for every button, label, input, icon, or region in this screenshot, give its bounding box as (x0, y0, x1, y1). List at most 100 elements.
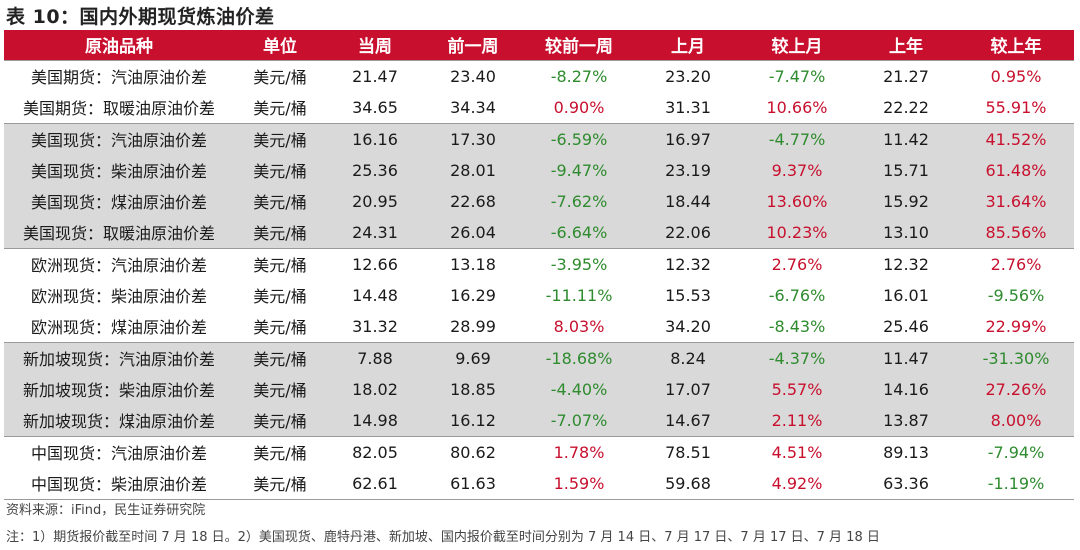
cell-chg-week: -3.95% (522, 247, 636, 280)
table-row: 新加坡现货：汽油原油价差 美元/桶 7.88 9.69 -18.68% 8.24 -4.37… (4, 341, 1074, 374)
cell-last-month: 8.24 (636, 341, 740, 374)
cell-last-month: 31.31 (665, 97, 711, 117)
cell-name: 新加坡现货：柴油原油价差 (4, 373, 234, 405)
cell-prev-week: 17.30 (424, 122, 522, 155)
table-row: 中国现货：柴油原油价差 美元/桶 62.61 61.63 1.59% 59.68 4.92%… (4, 467, 1074, 500)
table-row: 美国期货：汽油原油价差 美元/桶 21.47 23.40 -8.27% 23.20 -7.4… (4, 59, 1074, 92)
table-row: 美国现货：汽油原油价差 美元/桶 16.16 17.30 -6.59% 16.97 -4.7… (4, 122, 1074, 155)
cell-last-year: 12.32 (854, 247, 958, 280)
cell-prev-week: 13.18 (424, 247, 522, 280)
note-text: 注：1）期货报价截至时间 7 月 18 日。2）美国现货、鹿特丹港、新加坡、国内… (6, 530, 880, 545)
cell-last-month: 15.53 (665, 285, 711, 305)
cell-cur: 31.32 (352, 316, 398, 336)
col-header: 较上月 (771, 37, 823, 58)
cell-prev-week: 34.34 (450, 97, 496, 117)
source-text: 资料来源：iFind，民生证券研究院 (6, 503, 206, 518)
cell-cur: 14.98 (326, 404, 424, 436)
cell-unit: 美元/桶 (234, 404, 326, 436)
cell-unit: 美元/桶 (234, 59, 326, 92)
cell-last-month: 17.07 (636, 373, 740, 405)
cell-chg-year: -31.30% (958, 341, 1074, 374)
cell-chg-year: 0.95% (958, 59, 1074, 92)
cell-chg-month: 9.37% (740, 154, 854, 186)
cell-unit: 美元/桶 (234, 247, 326, 280)
cell-last-month: 34.20 (665, 316, 711, 336)
cell-chg-year: 31.64% (958, 185, 1074, 217)
cell-chg-year: -1.19% (958, 467, 1074, 500)
cell-chg-year: 55.91% (985, 97, 1047, 117)
table-row: 美国现货：取暖油原油价差 美元/桶 24.31 26.04 -6.64% 22.06 10.… (4, 216, 1074, 248)
cell-cur: 25.36 (326, 154, 424, 186)
cell-prev-week: 28.01 (424, 154, 522, 186)
cell-prev-week: 16.12 (424, 404, 522, 436)
header-row: 原油品种 单位 当周 前一周 较前一周 上月 较上月 上年 较上年 (4, 30, 1074, 60)
cell-unit: 美元/桶 (234, 435, 326, 468)
cell-last-month: 78.51 (636, 435, 740, 468)
cell-chg-month: -4.37% (740, 341, 854, 374)
cell-prev-week: 23.40 (424, 59, 522, 92)
cell-unit: 美元/桶 (253, 318, 307, 337)
cell-cur: 18.02 (326, 373, 424, 405)
cell-last-year: 89.13 (854, 435, 958, 468)
cell-chg-month: -4.77% (740, 122, 854, 155)
cell-last-year: 13.10 (854, 216, 958, 248)
cell-chg-month: -6.76% (768, 285, 826, 305)
col-header: 原油品种 (85, 37, 153, 58)
col-header: 较上年 (990, 37, 1042, 58)
cell-unit: 美元/桶 (234, 154, 326, 186)
table-row: 中国现货：汽油原油价差 美元/桶 82.05 80.62 1.78% 78.51 4.51%… (4, 435, 1074, 468)
cell-chg-week: 0.90% (553, 97, 605, 117)
cell-unit: 美元/桶 (234, 467, 326, 500)
cell-chg-week: -8.27% (522, 59, 636, 92)
table-row: 美国期货：取暖油原油价差 美元/桶 34.65 34.34 0.90% 31.31 10.6… (4, 92, 1074, 124)
cell-prev-week: 16.29 (450, 285, 496, 305)
cell-last-year: 22.22 (883, 97, 929, 117)
cell-unit: 美元/桶 (234, 122, 326, 155)
cell-chg-week: -11.11% (545, 285, 613, 305)
cell-chg-week: 8.03% (553, 316, 605, 336)
cell-last-year: 11.47 (854, 341, 958, 374)
cell-name: 美国期货：取暖油原油价差 (22, 99, 215, 118)
cell-chg-week: -6.64% (522, 216, 636, 248)
cell-unit: 美元/桶 (234, 185, 326, 217)
cell-name: 新加坡现货：汽油原油价差 (4, 341, 234, 374)
cell-chg-month: 2.76% (740, 247, 854, 280)
cell-chg-year: 85.56% (958, 216, 1074, 248)
cell-cur: 14.48 (352, 285, 398, 305)
table-row: 新加坡现货：煤油原油价差 美元/桶 14.98 16.12 -7.07% 14.67 2.1… (4, 404, 1074, 436)
cell-chg-week: 1.78% (522, 435, 636, 468)
cell-name: 欧洲现货：煤油原油价差 (30, 318, 207, 337)
cell-last-year: 63.36 (854, 467, 958, 500)
cell-last-year: 25.46 (883, 316, 929, 336)
cell-name: 美国现货：柴油原油价差 (4, 154, 234, 186)
cell-chg-year: -9.56% (987, 285, 1045, 305)
cell-chg-week: -7.07% (522, 404, 636, 436)
cell-chg-week: 1.59% (522, 467, 636, 500)
cell-name: 美国现货：汽油原油价差 (4, 122, 234, 155)
cell-chg-year: 22.99% (985, 316, 1047, 336)
cell-last-year: 13.87 (854, 404, 958, 436)
cell-unit: 美元/桶 (234, 216, 326, 248)
cell-chg-month: 5.57% (740, 373, 854, 405)
table-row: 美国现货：煤油原油价差 美元/桶 20.95 22.68 -7.62% 18.44 13.6… (4, 185, 1074, 217)
cell-prev-week: 26.04 (424, 216, 522, 248)
cell-prev-week: 9.69 (424, 341, 522, 374)
table-row: 美国现货：柴油原油价差 美元/桶 25.36 28.01 -9.47% 23.19 9.37… (4, 154, 1074, 186)
cell-chg-week: -6.59% (522, 122, 636, 155)
cell-chg-year: 61.48% (958, 154, 1074, 186)
cell-cur: 62.61 (326, 467, 424, 500)
cell-cur: 20.95 (326, 185, 424, 217)
col-header: 前一周 (447, 37, 499, 58)
table-title: 表 10：国内外期现货炼油价差 (6, 6, 275, 28)
cell-last-month: 16.97 (636, 122, 740, 155)
cell-chg-month: 10.66% (766, 97, 828, 117)
col-header: 上月 (671, 37, 705, 58)
cell-chg-year: 27.26% (958, 373, 1074, 405)
refining-spread-table: 原油品种 单位 当周 前一周 较前一周 上月 较上月 上年 较上年 美国期货：汽… (4, 30, 1074, 500)
cell-prev-week: 18.85 (424, 373, 522, 405)
cell-last-year: 21.27 (854, 59, 958, 92)
cell-cur: 34.65 (352, 97, 398, 117)
cell-name: 美国现货：煤油原油价差 (4, 185, 234, 217)
cell-unit: 美元/桶 (253, 99, 307, 118)
cell-cur: 24.31 (326, 216, 424, 248)
